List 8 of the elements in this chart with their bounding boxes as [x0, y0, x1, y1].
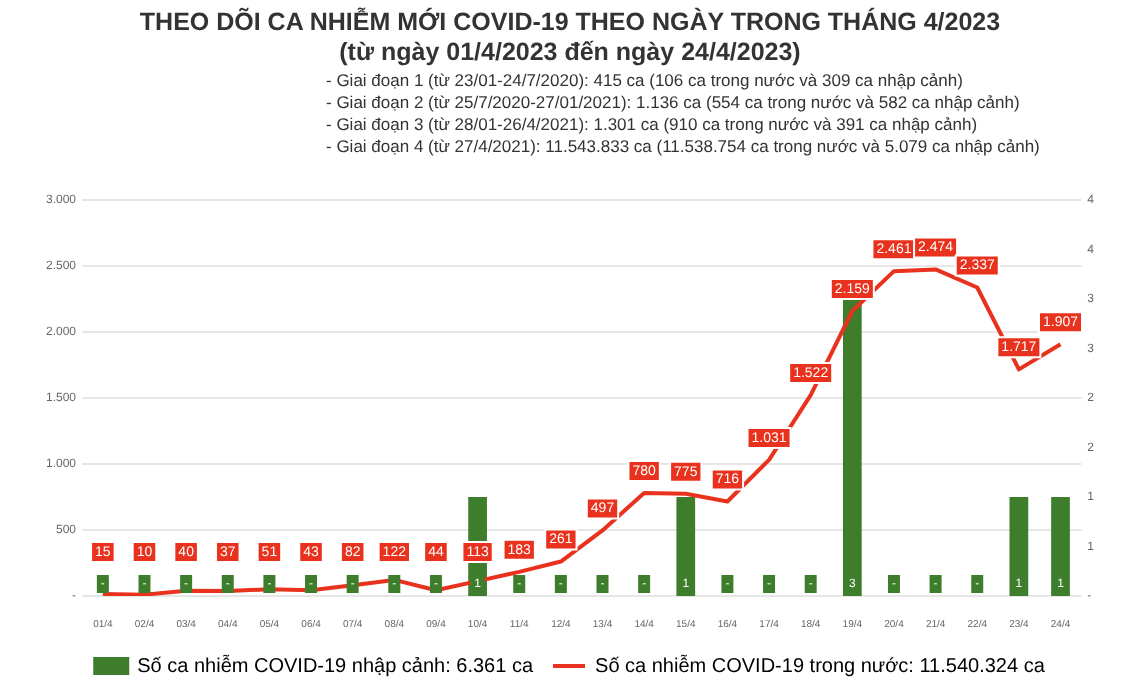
legend-label: Số ca nhiễm COVID-19 nhập cảnh: 6.361 ca: [137, 653, 534, 678]
chart-subtitle: (từ ngày 01/4/2023 đến ngày 24/4/2023): [337, 38, 803, 66]
text: - Giai đoạn 4 (từ 27/4/2021): 11.543.833 ca (11.538.754 ca trong nước và 5.079 ca nhập cảnh): [326, 136, 1042, 158]
text: - Giai đoạn 2 (từ 25/7/2020-27/01/2021): 1.136 ca (554 ca trong nước và 582 ca nhập cảnh): [326, 92, 1022, 114]
text: - Giai đoạn 1 (từ 23/01-24/7/2020): 415 ca (106 ca trong nước và 309 ca nhập cảnh): [326, 70, 965, 92]
chart-title: THEO DÕI CA NHIỄM MỚI COVID-19 THEO NGÀY TRONG THÁNG 4/2023: [137, 8, 1003, 36]
legend-label: Số ca nhiễm COVID-19 trong nước: 11.540.324 ca: [595, 653, 1046, 678]
text: - Giai đoạn 3 (từ 28/01-26/4/2021): 1.301 ca (910 ca trong nước và 391 ca nhập cảnh): [326, 114, 980, 136]
